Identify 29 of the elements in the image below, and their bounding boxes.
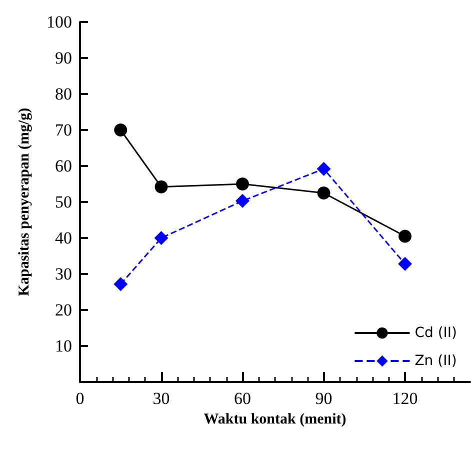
y-tick-label: 60 <box>55 156 72 176</box>
y-tick-label: 40 <box>55 228 72 248</box>
point <box>317 186 330 200</box>
y-axis-title: Kapasitas penyerapan (mg/g) <box>16 108 32 296</box>
y-tick-label: 30 <box>55 264 72 284</box>
y-tick-label: 100 <box>46 12 72 32</box>
y-tick-label: 70 <box>55 120 72 140</box>
x-tick-label: 0 <box>76 389 84 408</box>
point <box>236 178 249 190</box>
point <box>398 230 412 243</box>
x-tick-label: 90 <box>315 389 332 408</box>
point <box>114 124 128 136</box>
point <box>236 194 250 208</box>
point <box>114 277 128 292</box>
x-tick-label: 60 <box>234 389 251 408</box>
point <box>154 180 168 194</box>
y-tick-label: 50 <box>55 192 72 212</box>
legend-label: Cd (II) <box>414 325 458 341</box>
x-axis-title: Waktu kontak (menit) <box>204 412 346 428</box>
point <box>154 231 168 245</box>
y-tick-label: 20 <box>55 300 72 320</box>
point <box>398 256 412 271</box>
legend-label: Zn (II) <box>414 353 457 369</box>
x-tick-label: 120 <box>392 389 418 408</box>
y-tick-label: 10 <box>55 336 72 356</box>
y-tick-label: 90 <box>55 48 72 68</box>
point <box>316 162 331 176</box>
x-tick-label: 30 <box>152 389 170 408</box>
y-tick-label: 80 <box>55 84 72 104</box>
